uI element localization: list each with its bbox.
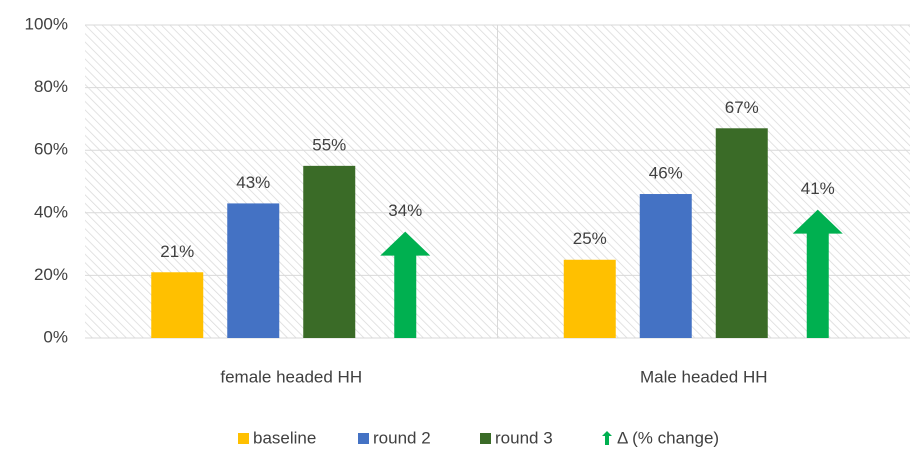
bar: [639, 194, 692, 338]
data-label: 21%: [160, 242, 194, 261]
y-tick-label: 100%: [25, 14, 68, 33]
data-label: 67%: [725, 98, 759, 117]
data-label: 55%: [312, 135, 346, 154]
data-label: 34%: [388, 201, 422, 220]
legend-arrow: [602, 431, 612, 445]
y-tick-label: 60%: [34, 140, 68, 159]
legend-swatch: [238, 433, 249, 444]
y-tick-label: 0%: [43, 327, 68, 346]
legend-swatch: [480, 433, 491, 444]
bar: [303, 165, 356, 338]
bar: [151, 272, 204, 338]
bar: [227, 203, 280, 338]
y-tick-label: 20%: [34, 265, 68, 284]
x-tick-label: Male headed HH: [640, 367, 768, 386]
y-tick-label: 40%: [34, 202, 68, 221]
bar: [715, 128, 768, 338]
legend-swatch: [358, 433, 369, 444]
legend-label: round 3: [495, 428, 553, 447]
data-label: 25%: [573, 229, 607, 248]
bar: [563, 259, 616, 338]
legend-label: Δ (% change): [617, 428, 719, 447]
arrow: [380, 231, 431, 338]
legend-label: round 2: [373, 428, 431, 447]
legend-label: baseline: [253, 428, 316, 447]
y-tick-label: 80%: [34, 77, 68, 96]
data-label: 41%: [801, 179, 835, 198]
arrow: [792, 209, 843, 338]
data-label: 46%: [649, 164, 683, 183]
data-label: 43%: [236, 173, 270, 192]
x-tick-label: female headed HH: [220, 367, 362, 386]
